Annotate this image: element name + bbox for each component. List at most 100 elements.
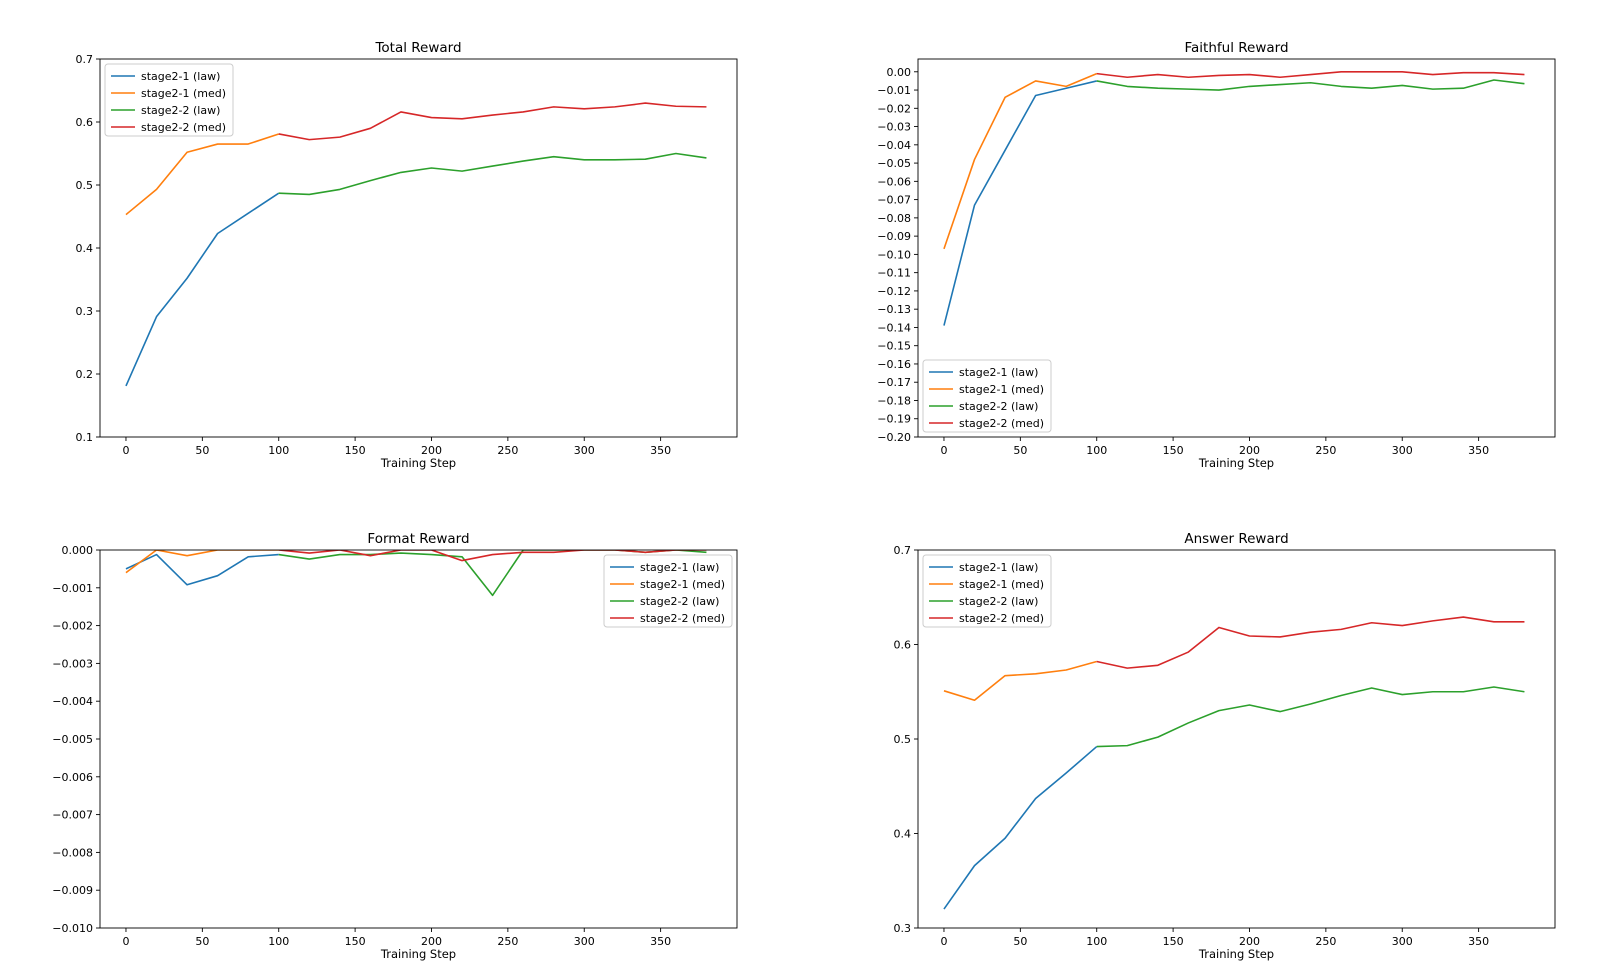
y-tick-label: −0.04 (877, 139, 911, 152)
legend-entry: stage2-1 (med) (959, 578, 1044, 591)
x-tick-label: 150 (345, 444, 366, 457)
x-tick-label: 200 (1239, 935, 1260, 948)
y-tick-label: −0.13 (877, 303, 911, 316)
x-tick-label: 150 (1163, 935, 1184, 948)
chart-title: Answer Reward (1184, 531, 1288, 547)
y-tick-label: −0.006 (52, 771, 93, 784)
y-tick-label: −0.19 (877, 413, 911, 426)
chart-panel-1: Total Reward 0 50 100 150 200 250 300 350 0.1 0.2 0… (76, 40, 738, 470)
y-tick-label: −0.09 (877, 230, 911, 243)
axes-frame (99, 58, 738, 438)
y-tick-label: −0.08 (877, 212, 911, 225)
y-tick-label: 0.4 (894, 828, 912, 841)
x-tick-label: 0 (940, 935, 947, 948)
y-tick-label: −0.20 (877, 431, 911, 444)
legend-entry: stage2-1 (law) (959, 366, 1038, 379)
series-line-2 (943, 72, 1098, 250)
y-tick-label: −0.10 (877, 248, 911, 261)
legend-entry: stage2-1 (law) (640, 561, 719, 574)
axes-frame (917, 58, 1556, 438)
y-tick-label: −0.14 (877, 321, 911, 334)
y-tick-label: −0.12 (877, 285, 911, 298)
legend-box (603, 554, 733, 628)
series-line-3 (1096, 686, 1525, 748)
series-line-2 (125, 133, 279, 216)
y-tick-label: −0.07 (877, 194, 911, 207)
x-tick-label: 300 (574, 444, 595, 457)
x-axis-label: Training Step (380, 947, 456, 961)
y-tick-label: 0.3 (894, 922, 912, 935)
legend: stage2-1 (law) stage2-1 (med) stage2-2 (la… (922, 554, 1052, 628)
y-tick-label: −0.010 (52, 922, 93, 935)
y-tick-label: 0.00 (887, 66, 912, 79)
series-line-3 (1096, 79, 1525, 91)
x-tick-label: 100 (268, 444, 289, 457)
legend-entry: stage2-1 (law) (959, 561, 1038, 574)
y-tick-label: −0.01 (877, 84, 911, 97)
legend: stage2-1 (law) stage2-1 (med) stage2-2 (la… (603, 554, 733, 628)
y-tick-label: −0.003 (52, 657, 93, 670)
chart-title: Format Reward (367, 531, 469, 547)
x-tick-label: 50 (1013, 935, 1027, 948)
x-tick-label: 350 (1468, 444, 1489, 457)
x-tick-label: 200 (421, 444, 442, 457)
y-tick-label: −0.007 (52, 809, 93, 822)
x-tick-label: 0 (122, 444, 129, 457)
x-tick-label: 250 (497, 935, 518, 948)
y-tick-label: 0.7 (76, 53, 94, 66)
legend-entry: stage2-2 (law) (959, 595, 1038, 608)
series-line-1 (943, 745, 1098, 910)
x-tick-label: 150 (1163, 444, 1184, 457)
x-tick-label: 150 (345, 935, 366, 948)
x-tick-label: 0 (940, 444, 947, 457)
y-tick-label: 0.1 (76, 431, 94, 444)
x-tick-label: 350 (650, 935, 671, 948)
y-tick-label: 0.6 (76, 116, 94, 129)
x-tick-label: 250 (497, 444, 518, 457)
x-tick-label: 300 (1392, 935, 1413, 948)
legend-entry: stage2-2 (med) (959, 612, 1044, 625)
y-tick-label: −0.17 (877, 376, 911, 389)
y-tick-label: −0.002 (52, 620, 93, 633)
chart-panel-3: Format Reward 0 50 100 150 200 250 300 350 0.000 −… (52, 531, 738, 961)
x-tick-label: 50 (1013, 444, 1027, 457)
y-tick-label: −0.18 (877, 394, 911, 407)
series-line-4 (278, 550, 707, 562)
x-tick-label: 250 (1315, 935, 1336, 948)
legend-entry: stage2-2 (law) (959, 400, 1038, 413)
x-tick-label: 0 (122, 935, 129, 948)
y-tick-label: −0.11 (877, 267, 911, 280)
y-tick-label: −0.005 (52, 733, 93, 746)
x-tick-label: 300 (1392, 444, 1413, 457)
x-axis-label: Training Step (1198, 947, 1274, 961)
y-tick-label: 0.000 (62, 544, 94, 557)
x-tick-label: 50 (195, 935, 209, 948)
x-tick-label: 100 (268, 935, 289, 948)
y-tick-label: −0.03 (877, 121, 911, 134)
legend-entry: stage2-2 (med) (141, 121, 226, 134)
series-line-4 (1096, 70, 1525, 79)
y-tick-label: −0.05 (877, 157, 911, 170)
x-tick-label: 200 (1239, 444, 1260, 457)
legend-entry: stage2-1 (med) (141, 87, 226, 100)
legend-box (922, 359, 1052, 433)
y-tick-label: −0.16 (877, 358, 911, 371)
legend-entry: stage2-2 (med) (640, 612, 725, 625)
series-line-2 (125, 550, 279, 574)
x-tick-label: 200 (421, 935, 442, 948)
y-tick-label: −0.02 (877, 102, 911, 115)
legend-box (104, 63, 234, 137)
series-line-1 (125, 553, 279, 586)
chart-title: Faithful Reward (1184, 40, 1288, 56)
axes-frame (917, 549, 1556, 929)
y-tick-label: 0.7 (894, 544, 912, 557)
x-tick-label: 350 (650, 444, 671, 457)
legend-entry: stage2-2 (law) (640, 595, 719, 608)
chart-panel-2: Faithful Reward 0 50 100 150 200 250 300 350 0.00… (877, 40, 1556, 470)
legend: stage2-1 (law) stage2-1 (med) stage2-2 (la… (104, 63, 234, 137)
y-tick-label: −0.009 (52, 884, 93, 897)
series-line-3 (278, 152, 707, 196)
y-tick-label: 0.6 (894, 639, 912, 652)
series-line-4 (1096, 616, 1525, 669)
